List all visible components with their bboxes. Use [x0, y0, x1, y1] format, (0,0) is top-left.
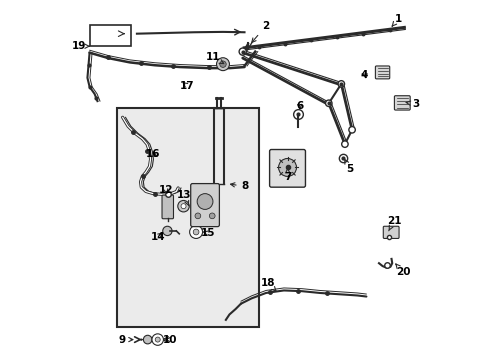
Text: 13: 13 — [177, 190, 191, 206]
Circle shape — [239, 48, 246, 55]
Text: 8: 8 — [230, 181, 248, 192]
Text: 4: 4 — [360, 70, 367, 80]
Circle shape — [193, 229, 199, 235]
FancyBboxPatch shape — [269, 149, 305, 187]
Circle shape — [181, 204, 185, 209]
Text: 9: 9 — [118, 334, 133, 345]
Circle shape — [195, 213, 201, 219]
Text: 5: 5 — [344, 159, 352, 174]
Circle shape — [278, 158, 296, 176]
Circle shape — [209, 213, 215, 219]
Circle shape — [219, 61, 226, 67]
Circle shape — [325, 100, 331, 107]
Circle shape — [152, 334, 163, 345]
Text: 18: 18 — [261, 278, 276, 291]
Text: 19: 19 — [71, 41, 89, 51]
Text: 7: 7 — [284, 168, 291, 182]
Text: 11: 11 — [205, 52, 224, 64]
Text: 14: 14 — [150, 232, 164, 242]
Text: 15: 15 — [200, 228, 214, 238]
Text: 16: 16 — [145, 149, 160, 159]
Bar — [89, 25, 131, 45]
Circle shape — [341, 141, 347, 147]
Text: 12: 12 — [159, 185, 173, 195]
Circle shape — [337, 81, 344, 87]
Text: 21: 21 — [386, 216, 401, 231]
Text: 10: 10 — [163, 334, 177, 345]
Text: 6: 6 — [296, 101, 303, 111]
FancyBboxPatch shape — [383, 226, 398, 238]
Text: 2: 2 — [251, 21, 269, 42]
FancyBboxPatch shape — [394, 96, 409, 110]
FancyBboxPatch shape — [375, 66, 389, 79]
Text: 1: 1 — [391, 14, 402, 26]
FancyBboxPatch shape — [162, 195, 173, 219]
Text: 17: 17 — [180, 81, 194, 91]
Circle shape — [348, 127, 355, 133]
Bar — [117, 108, 258, 327]
Circle shape — [189, 226, 202, 238]
Circle shape — [155, 337, 160, 342]
Text: 3: 3 — [406, 99, 419, 109]
Circle shape — [163, 226, 172, 235]
Circle shape — [178, 201, 189, 212]
Text: 20: 20 — [395, 264, 409, 277]
Circle shape — [143, 335, 152, 344]
Circle shape — [197, 194, 212, 210]
FancyBboxPatch shape — [190, 184, 219, 226]
Circle shape — [216, 58, 229, 71]
